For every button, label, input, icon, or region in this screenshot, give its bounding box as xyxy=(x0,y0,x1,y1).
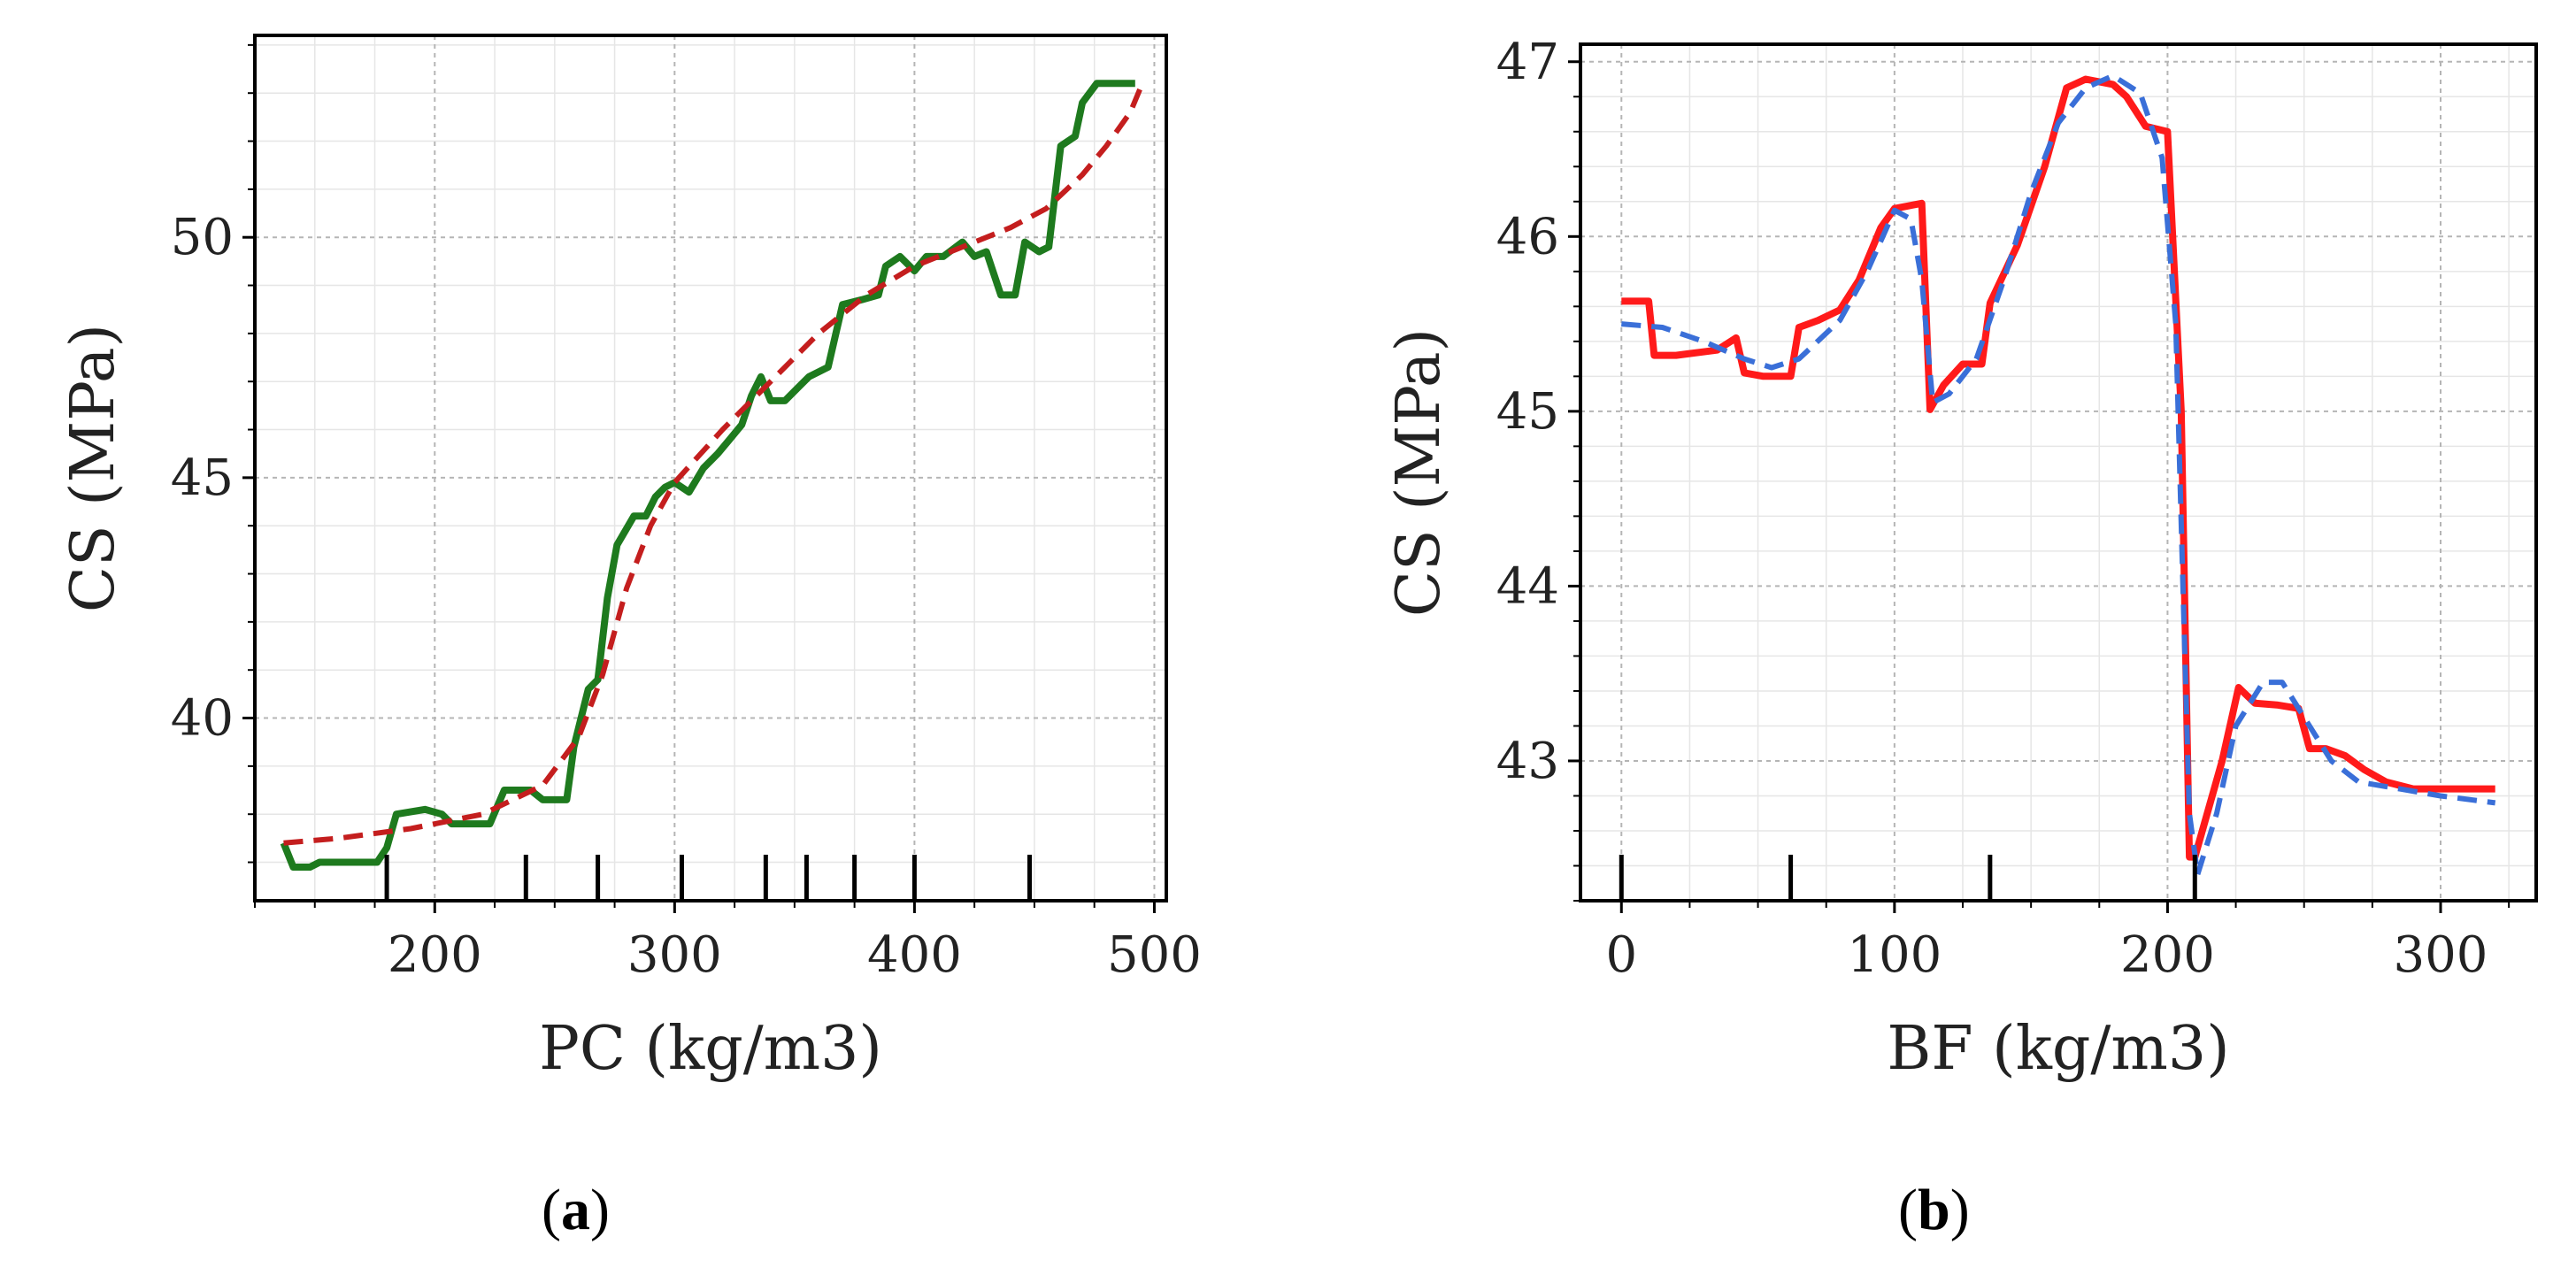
chart-a-frame xyxy=(253,34,1168,902)
chart-a-x-tick-label: 500 xyxy=(1107,926,1202,984)
chart-b-x-tick-label: 300 xyxy=(2394,926,2488,984)
chart-a-y-tick-label: 50 xyxy=(171,209,234,266)
chart-b-x-axis-label: BF (kg/m3) xyxy=(1887,1014,2229,1084)
chart-b-series-2-line xyxy=(1621,73,2496,878)
chart-b-x-tick-label: 0 xyxy=(1605,926,1637,984)
panel-label-a: (a) xyxy=(542,1178,610,1242)
chart-b-y-tick-label: 45 xyxy=(1496,383,1559,441)
chart-b-x-tick-label: 200 xyxy=(2120,926,2215,984)
chart-a-y-tick-label: 45 xyxy=(171,449,234,507)
chart-b-frame xyxy=(1579,42,2538,902)
chart-a-y-tick-label: 40 xyxy=(171,690,234,748)
panel-letter-b: b xyxy=(1917,1178,1950,1242)
panel-letter-a: a xyxy=(560,1178,590,1242)
chart-a-x-axis-label: PC (kg/m3) xyxy=(539,1014,882,1084)
chart-b-y-tick-label: 46 xyxy=(1496,208,1559,265)
chart-a-series-1-line xyxy=(280,80,1135,871)
chart-a-x-tick-label: 200 xyxy=(388,926,482,984)
chart-a-series-2-line xyxy=(283,82,1145,846)
chart-a: 200 300 400 500 40 45 50 PC (kg/m3) CS (MPa) xyxy=(58,34,1202,1084)
chart-a-y-axis-label: CS (MPa) xyxy=(58,324,128,612)
chart-a-x-tick-label: 400 xyxy=(867,926,962,984)
chart-b-y-tick-label: 44 xyxy=(1496,557,1559,615)
chart-b-y-tick-label: 47 xyxy=(1496,34,1559,91)
chart-b-series-1-line xyxy=(1621,75,2495,861)
chart-b-y-tick-label: 43 xyxy=(1496,733,1559,790)
panel-label-b: (b) xyxy=(1898,1178,1970,1242)
chart-b-y-axis-label: CS (MPa) xyxy=(1384,328,1454,617)
chart-a-x-tick-label: 300 xyxy=(627,926,722,984)
chart-b-x-tick-label: 100 xyxy=(1847,926,1942,984)
chart-b: 0 100 200 300 43 44 45 46 47 BF (kg/m3) CS (MPa) xyxy=(1384,34,2538,1084)
